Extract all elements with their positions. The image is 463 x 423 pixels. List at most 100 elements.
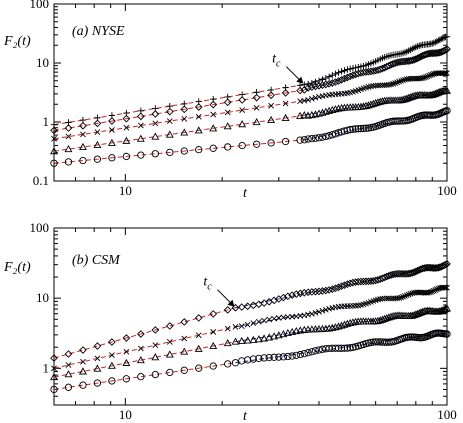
data-point-diamond [254, 300, 263, 309]
data-point-diamond [325, 79, 333, 88]
data-point-cross [433, 286, 440, 293]
data-point-cross [316, 308, 322, 315]
data-point-plus [312, 78, 319, 86]
data-point-diamond [151, 326, 160, 334]
data-point-triangle [440, 305, 449, 313]
data-point-circle [334, 344, 343, 352]
data-point-circle [311, 347, 320, 355]
data-point-circle [93, 379, 102, 387]
data-point-plus [438, 35, 445, 43]
data-point-cross [261, 317, 267, 324]
data-point-circle [79, 381, 87, 389]
data-point-cross [305, 96, 311, 103]
data-point-diamond [425, 263, 433, 272]
data-point-diamond [440, 261, 449, 270]
data-point-cross [402, 293, 408, 299]
data-point-triangle [296, 111, 305, 119]
data-point-cross [444, 284, 450, 291]
data-point-diamond [399, 57, 407, 66]
data-point-circle [315, 346, 323, 354]
data-point-cross [418, 75, 424, 82]
data-point-triangle [260, 334, 269, 342]
data-point-circle [180, 147, 188, 155]
tc-label: tc [272, 52, 281, 70]
data-point-triangle [331, 323, 340, 331]
data-point-cross [51, 135, 57, 142]
data-point-triangle [122, 136, 131, 144]
data-point-cross [398, 294, 404, 301]
data-point-cross [426, 289, 433, 296]
tc-label: tc [203, 275, 212, 293]
data-point-cross [210, 329, 217, 335]
data-point-diamond [311, 287, 320, 296]
data-point-diamond [331, 284, 340, 293]
data-point-plus [329, 72, 336, 79]
data-point-cross [210, 111, 217, 118]
data-point-diamond [300, 288, 309, 297]
data-point-cross [381, 295, 388, 302]
data-point-plus [341, 67, 348, 74]
data-point-plus [304, 80, 312, 88]
data-point-diamond [433, 264, 441, 272]
data-point-diamond [337, 282, 346, 291]
data-point-diamond [321, 286, 330, 295]
data-point-diamond [308, 83, 316, 91]
data-point-diamond [387, 271, 395, 279]
data-point-diamond [151, 110, 160, 118]
data-point-diamond [408, 269, 417, 277]
x-tick-label: 10 [119, 183, 132, 198]
data-point-diamond [382, 272, 391, 281]
data-point-circle [296, 350, 305, 359]
data-point-diamond [180, 105, 189, 114]
fit-line-before-crossover [53, 362, 236, 390]
data-point-diamond [410, 268, 418, 277]
data-point-circle [300, 350, 308, 358]
data-point-circle [357, 124, 365, 133]
data-point-plus [440, 34, 448, 41]
data-point-cross [407, 290, 414, 297]
data-point-diamond [209, 100, 218, 109]
data-point-triangle [151, 132, 160, 140]
data-point-circle [180, 366, 188, 374]
data-point-diamond [223, 306, 232, 314]
data-point-circle [275, 353, 283, 361]
data-point-circle [369, 338, 377, 346]
data-point-diamond [267, 91, 275, 100]
data-point-cross [394, 79, 401, 86]
data-point-cross [322, 306, 329, 313]
series-plus [50, 33, 451, 128]
data-point-circle [443, 106, 451, 115]
data-point-circle [108, 154, 116, 162]
y-tick-label: 100 [30, 220, 50, 235]
data-point-diamond [315, 287, 323, 296]
data-point-cross [123, 124, 130, 131]
data-point-triangle [346, 318, 355, 327]
data-point-diamond [137, 112, 145, 121]
data-point-triangle [267, 115, 276, 124]
data-point-diamond [411, 267, 420, 276]
data-point-diamond [337, 76, 346, 84]
data-point-diamond [249, 301, 258, 310]
data-point-cross [442, 284, 449, 291]
data-point-triangle [443, 86, 451, 94]
data-point-diamond [389, 60, 397, 68]
data-point-circle [367, 338, 375, 347]
panel-title: (a) NYSE [72, 24, 125, 39]
data-point-circle [224, 143, 232, 151]
data-point-triangle [165, 350, 174, 358]
data-point-diamond [397, 57, 405, 66]
data-point-circle [238, 357, 246, 365]
data-point-cross [400, 293, 406, 300]
data-point-diamond [343, 280, 352, 289]
data-point-circle [304, 135, 312, 143]
data-point-diamond [122, 334, 131, 342]
fit-line-before-crossover [53, 114, 305, 152]
data-point-circle [166, 368, 174, 377]
data-point-diamond [311, 82, 320, 91]
data-point-circle [340, 344, 349, 352]
data-point-diamond [108, 117, 116, 125]
data-point-circle [406, 333, 415, 341]
data-point-circle [340, 127, 349, 135]
data-point-diamond [417, 52, 425, 61]
